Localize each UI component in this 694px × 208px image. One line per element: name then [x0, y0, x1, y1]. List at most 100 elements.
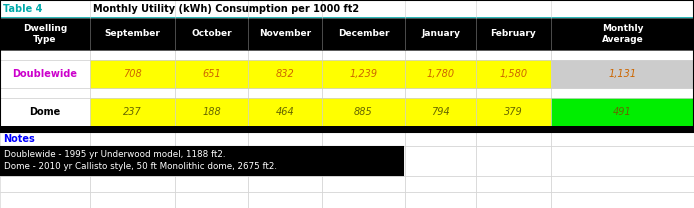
- Bar: [476, 132, 551, 146]
- Text: 237: 237: [123, 107, 142, 117]
- Bar: [551, 192, 694, 208]
- Text: Doublewide: Doublewide: [12, 69, 78, 79]
- Bar: [476, 88, 551, 98]
- Bar: [551, 98, 694, 126]
- Bar: [90, 18, 175, 50]
- Bar: [0, 0, 694, 18]
- Bar: [175, 132, 248, 146]
- Bar: [90, 176, 175, 192]
- Bar: [0, 18, 90, 50]
- Bar: [0, 88, 90, 98]
- Bar: [551, 60, 694, 88]
- Text: 188: 188: [202, 107, 221, 117]
- Text: 1,580: 1,580: [500, 69, 527, 79]
- Text: Monthly
Average: Monthly Average: [602, 24, 643, 44]
- Bar: [476, 146, 551, 176]
- Text: 379: 379: [504, 107, 523, 117]
- Bar: [322, 192, 405, 208]
- Bar: [551, 88, 694, 98]
- Text: February: February: [491, 30, 536, 38]
- Text: Notes: Notes: [3, 134, 35, 144]
- Text: 832: 832: [276, 69, 294, 79]
- Bar: [248, 50, 322, 60]
- Text: Monthly Utility (kWh) Consumption per 1000 ft2: Monthly Utility (kWh) Consumption per 10…: [93, 4, 359, 14]
- Bar: [0, 50, 90, 60]
- Text: 1,131: 1,131: [609, 69, 636, 79]
- Bar: [405, 146, 476, 176]
- Bar: [322, 50, 405, 60]
- Bar: [175, 176, 248, 192]
- Bar: [405, 18, 476, 50]
- Bar: [405, 60, 476, 88]
- Text: 708: 708: [123, 69, 142, 79]
- Bar: [90, 88, 175, 98]
- Text: 885: 885: [354, 107, 373, 117]
- Bar: [248, 176, 322, 192]
- Bar: [405, 50, 476, 60]
- Bar: [175, 98, 248, 126]
- Bar: [551, 146, 694, 176]
- Bar: [476, 18, 551, 50]
- Bar: [248, 88, 322, 98]
- Bar: [322, 98, 405, 126]
- Bar: [322, 146, 405, 176]
- Text: Dome - 2010 yr Callisto style, 50 ft Monolithic dome, 2675 ft2.: Dome - 2010 yr Callisto style, 50 ft Mon…: [4, 162, 277, 171]
- Bar: [0, 176, 90, 192]
- Bar: [405, 132, 476, 146]
- Text: November: November: [259, 30, 311, 38]
- Text: September: September: [105, 30, 160, 38]
- Bar: [0, 98, 90, 126]
- Bar: [405, 88, 476, 98]
- Bar: [405, 176, 476, 192]
- Bar: [551, 132, 694, 146]
- Bar: [405, 192, 476, 208]
- Bar: [1, 147, 403, 175]
- Bar: [90, 50, 175, 60]
- Bar: [476, 176, 551, 192]
- Bar: [322, 60, 405, 88]
- Text: Doublewide - 1995 yr Underwood model, 1188 ft2.: Doublewide - 1995 yr Underwood model, 11…: [4, 150, 226, 159]
- Bar: [248, 98, 322, 126]
- Bar: [476, 50, 551, 60]
- Text: 1,780: 1,780: [426, 69, 455, 79]
- Bar: [175, 192, 248, 208]
- Bar: [90, 98, 175, 126]
- Text: 464: 464: [276, 107, 294, 117]
- Bar: [322, 176, 405, 192]
- Bar: [0, 0, 694, 132]
- Bar: [476, 60, 551, 88]
- Bar: [248, 18, 322, 50]
- Bar: [322, 88, 405, 98]
- Bar: [0, 192, 90, 208]
- Bar: [322, 132, 405, 146]
- Bar: [551, 50, 694, 60]
- Bar: [248, 192, 322, 208]
- Bar: [90, 132, 175, 146]
- Text: 1,239: 1,239: [350, 69, 378, 79]
- Bar: [175, 146, 248, 176]
- Bar: [90, 146, 175, 176]
- Bar: [0, 60, 90, 88]
- Bar: [175, 88, 248, 98]
- Bar: [90, 60, 175, 88]
- Bar: [248, 132, 322, 146]
- Bar: [322, 18, 405, 50]
- Bar: [175, 50, 248, 60]
- Bar: [405, 98, 476, 126]
- Bar: [551, 18, 694, 50]
- Text: 794: 794: [431, 107, 450, 117]
- Bar: [248, 60, 322, 88]
- Bar: [476, 98, 551, 126]
- Bar: [476, 192, 551, 208]
- Bar: [0, 146, 90, 176]
- Text: Dwelling
Type: Dwelling Type: [23, 24, 67, 44]
- Bar: [0, 132, 90, 146]
- Text: 491: 491: [613, 107, 632, 117]
- Bar: [90, 192, 175, 208]
- Bar: [175, 18, 248, 50]
- Text: October: October: [191, 30, 232, 38]
- Text: 651: 651: [202, 69, 221, 79]
- Text: January: January: [421, 30, 460, 38]
- Bar: [248, 146, 322, 176]
- Text: Table 4: Table 4: [3, 4, 42, 14]
